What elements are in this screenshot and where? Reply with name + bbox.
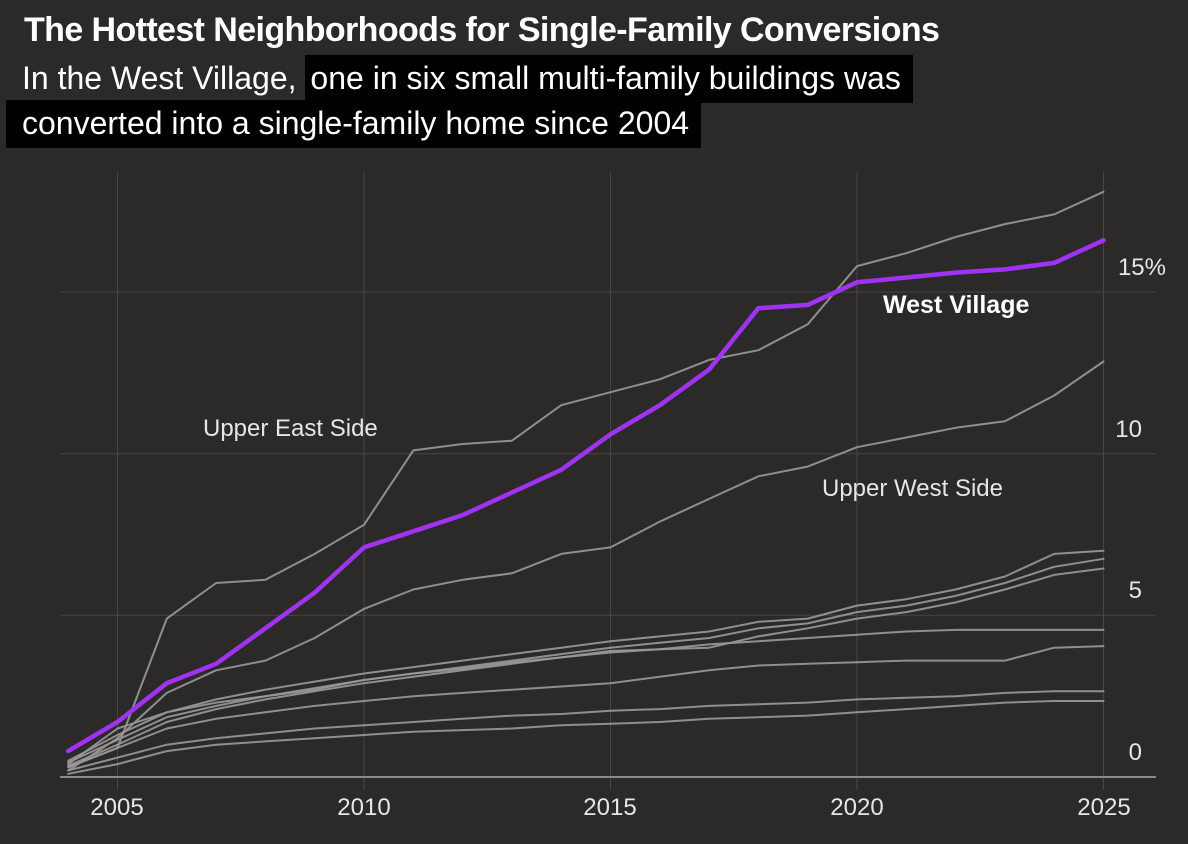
subtitle-line-1: In the West Village, one in six small mu…: [22, 55, 913, 103]
subtitle-highlighted-text-2: converted into a single-family home sinc…: [6, 100, 702, 148]
chart-subtitle: In the West Village, one in six small mu…: [6, 55, 913, 148]
y-axis-tick-10: 10: [1115, 416, 1142, 443]
series-line-g2: [67, 557, 1105, 764]
x-axis-tick-2005: 2005: [90, 794, 144, 821]
series-label-upper-east-side: Upper East Side: [203, 415, 378, 442]
series-line-ues: [67, 190, 1105, 769]
y-axis-tick-5: 5: [1128, 577, 1142, 604]
x-axis-tick-2025: 2025: [1077, 794, 1131, 821]
series-line-uws: [67, 360, 1105, 772]
x-axis-tick-2010: 2010: [337, 794, 391, 821]
series-label-west-village: West Village: [883, 291, 1030, 319]
subtitle-intro-text: In the West Village,: [22, 60, 306, 96]
series-line-g7: [67, 700, 1105, 775]
series-line-wv: [65, 238, 1106, 754]
series-line-g5: [67, 645, 1105, 769]
series-label-upper-west-side: Upper West Side: [822, 475, 1003, 502]
series-line-g4: [67, 628, 1105, 766]
subtitle-highlighted-text-1: one in six small multi-family buildings …: [305, 55, 913, 103]
x-axis-tick-2015: 2015: [583, 794, 637, 821]
y-axis-tick-0: 0: [1128, 739, 1142, 766]
y-axis-tick-15pct: 15%: [1117, 254, 1166, 281]
x-axis-tick-2020: 2020: [830, 794, 884, 821]
series-line-g1: [67, 549, 1105, 762]
chart-title: The Hottest Neighborhoods for Single-Fam…: [24, 11, 940, 49]
subtitle-line-2: converted into a single-family home sinc…: [6, 100, 913, 148]
series-line-g6: [67, 690, 1105, 772]
